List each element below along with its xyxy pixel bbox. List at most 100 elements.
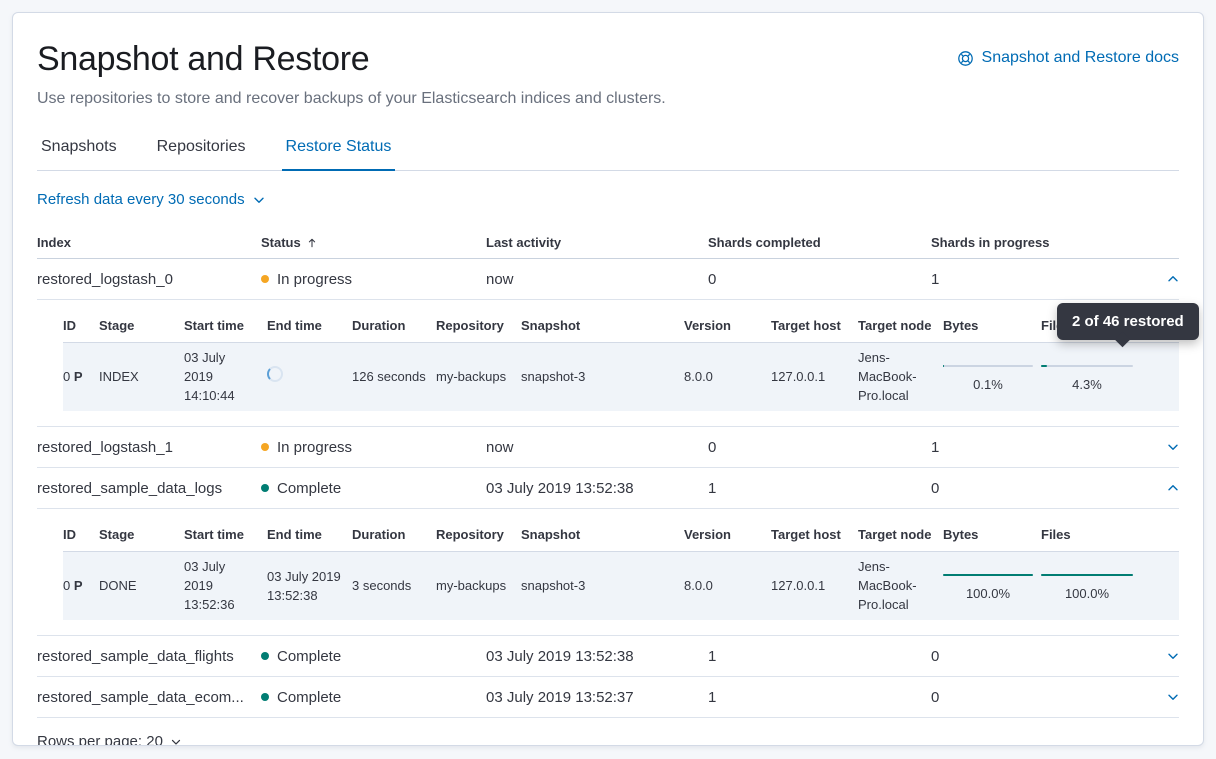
status-cell: In progress bbox=[261, 271, 486, 288]
shards-completed-cell: 1 bbox=[708, 688, 717, 706]
bytes-percent-label: 0.1% bbox=[973, 376, 1003, 392]
expand-row-button[interactable] bbox=[1165, 648, 1181, 664]
chevron-down-icon bbox=[169, 735, 183, 746]
docs-link-label: Snapshot and Restore docs bbox=[981, 49, 1179, 66]
duration-cell: 126 seconds bbox=[352, 369, 426, 384]
docs-link[interactable]: Snapshot and Restore docs bbox=[957, 49, 1179, 67]
chevron-down-icon bbox=[251, 192, 267, 208]
detail-header-start-time: Start time bbox=[184, 527, 244, 542]
progress-track bbox=[1041, 364, 1133, 367]
progress-track bbox=[1041, 573, 1133, 576]
detail-header-bytes: Bytes bbox=[943, 318, 979, 333]
stage-cell: DONE bbox=[99, 578, 137, 593]
last-activity-cell: 03 July 2019 13:52:38 bbox=[486, 647, 634, 665]
header-status[interactable]: Status bbox=[261, 235, 486, 250]
status-cell: Complete bbox=[261, 480, 486, 497]
header-shards-in-progress: Shards in progress bbox=[931, 235, 1050, 250]
shards-in-progress-cell: 1 bbox=[931, 438, 940, 456]
detail-header-bytes: Bytes bbox=[943, 527, 979, 542]
status-dot-icon bbox=[261, 275, 269, 283]
detail-header-snapshot: Snapshot bbox=[521, 318, 581, 333]
expand-row-button[interactable] bbox=[1165, 439, 1181, 455]
collapse-row-button[interactable] bbox=[1165, 271, 1181, 287]
rows-per-page-control[interactable]: Rows per page: 20 bbox=[37, 718, 183, 746]
tooltip-text: 2 of 46 restored bbox=[1072, 313, 1184, 330]
detail-header-id: ID bbox=[63, 318, 76, 333]
target-node-cell: Jens-MacBook-Pro.local bbox=[858, 559, 917, 612]
files-percent-label: 100.0% bbox=[1064, 585, 1110, 601]
start-time-cell: 03 July 2019 13:52:36 bbox=[184, 559, 235, 612]
target-host-cell: 127.0.0.1 bbox=[771, 369, 826, 384]
detail-header-repository: Repository bbox=[436, 527, 504, 542]
status-dot-icon bbox=[261, 484, 269, 492]
stage-cell: INDEX bbox=[99, 369, 139, 384]
detail-header-duration: Duration bbox=[352, 527, 406, 542]
duration-cell: 3 seconds bbox=[352, 578, 412, 593]
help-ring-icon bbox=[957, 50, 974, 67]
detail-header-target-host: Target host bbox=[771, 527, 841, 542]
index-cell: restored_sample_data_logs bbox=[37, 479, 223, 497]
table-row: restored_logstash_1 In progress now 0 1 bbox=[37, 427, 1179, 468]
last-activity-cell: 03 July 2019 13:52:38 bbox=[486, 479, 634, 497]
table-row: restored_sample_data_ecom... Complete 03… bbox=[37, 677, 1179, 718]
tab-snapshots[interactable]: Snapshots bbox=[41, 138, 117, 155]
progress-track bbox=[943, 364, 1033, 367]
version-cell: 8.0.0 bbox=[684, 578, 713, 593]
detail-header-end-time: End time bbox=[267, 318, 322, 333]
status-dot-icon bbox=[261, 443, 269, 451]
detail-data-row: 0 P INDEX 03 July 2019 14:10:44 126 seco… bbox=[63, 343, 1179, 411]
shards-in-progress-cell: 0 bbox=[931, 688, 940, 706]
detail-header-stage: Stage bbox=[99, 318, 135, 333]
files-progress: 100.0% bbox=[1041, 569, 1141, 603]
bytes-progress: 100.0% bbox=[943, 569, 1041, 603]
detail-header-row: ID Stage Start time End time Duration Re… bbox=[63, 522, 1179, 552]
index-cell: restored_logstash_1 bbox=[37, 438, 173, 456]
tab-repositories[interactable]: Repositories bbox=[156, 138, 246, 155]
shards-in-progress-cell: 0 bbox=[931, 479, 940, 497]
repository-cell: my-backups bbox=[436, 578, 507, 593]
last-activity-cell: 03 July 2019 13:52:37 bbox=[486, 688, 634, 706]
header-last-activity: Last activity bbox=[486, 235, 562, 250]
files-percent-label: 4.3% bbox=[1072, 376, 1102, 392]
end-time-cell: 03 July 2019 13:52:38 bbox=[267, 568, 341, 603]
tab-restore-status[interactable]: Restore Status bbox=[281, 138, 396, 171]
row-detail-shards: ID Stage Start time End time Duration Re… bbox=[37, 509, 1179, 636]
refresh-interval-control[interactable]: Refresh data every 30 seconds bbox=[37, 191, 267, 208]
snapshot-restore-panel: Snapshot and Restore Snapshot and Restor… bbox=[12, 12, 1204, 746]
restore-status-table: Index Status Last activity Shards comple… bbox=[37, 227, 1179, 718]
row-detail-shards: ID Stage Start time End time Duration Re… bbox=[37, 300, 1179, 427]
snapshot-cell: snapshot-3 bbox=[521, 578, 586, 593]
refresh-interval-label: Refresh data every 30 seconds bbox=[37, 191, 245, 208]
detail-header-row: ID Stage Start time End time Duration Re… bbox=[63, 313, 1179, 343]
detail-data-row: 0 P DONE 03 July 2019 13:52:36 03 July 2… bbox=[63, 552, 1179, 620]
version-cell: 8.0.0 bbox=[684, 369, 713, 384]
start-time-cell: 03 July 2019 14:10:44 bbox=[184, 350, 235, 403]
shard-id-cell: 0 P bbox=[63, 369, 83, 384]
bytes-percent-label: 100.0% bbox=[965, 585, 1011, 601]
target-node-cell: Jens-MacBook-Pro.local bbox=[858, 350, 917, 403]
shards-completed-cell: 0 bbox=[708, 270, 717, 288]
status-cell: Complete bbox=[261, 648, 486, 665]
status-cell: Complete bbox=[261, 689, 486, 706]
table-row: restored_logstash_0 In progress now 0 1 bbox=[37, 259, 1179, 300]
status-label: In progress bbox=[277, 438, 353, 456]
collapse-row-button[interactable] bbox=[1165, 480, 1181, 496]
detail-header-target-node: Target node bbox=[858, 527, 932, 542]
shard-id-cell: 0 P bbox=[63, 578, 83, 593]
detail-header-repository: Repository bbox=[436, 318, 504, 333]
detail-header-version: Version bbox=[684, 527, 731, 542]
detail-header-id: ID bbox=[63, 527, 76, 542]
page-header: Snapshot and Restore Snapshot and Restor… bbox=[37, 13, 1179, 79]
status-dot-icon bbox=[261, 693, 269, 701]
shards-in-progress-cell: 1 bbox=[931, 270, 940, 288]
tab-bar: Snapshots Repositories Restore Status bbox=[37, 138, 1179, 171]
expand-row-button[interactable] bbox=[1165, 689, 1181, 705]
detail-header-target-node: Target node bbox=[858, 318, 932, 333]
status-label: Complete bbox=[277, 688, 342, 706]
index-cell: restored_sample_data_flights bbox=[37, 647, 234, 665]
index-cell: restored_logstash_0 bbox=[37, 270, 173, 288]
detail-header-stage: Stage bbox=[99, 527, 135, 542]
shards-completed-cell: 0 bbox=[708, 438, 717, 456]
files-progress: 4.3% bbox=[1041, 360, 1141, 394]
restore-progress-tooltip: 2 of 46 restored bbox=[1057, 303, 1199, 348]
